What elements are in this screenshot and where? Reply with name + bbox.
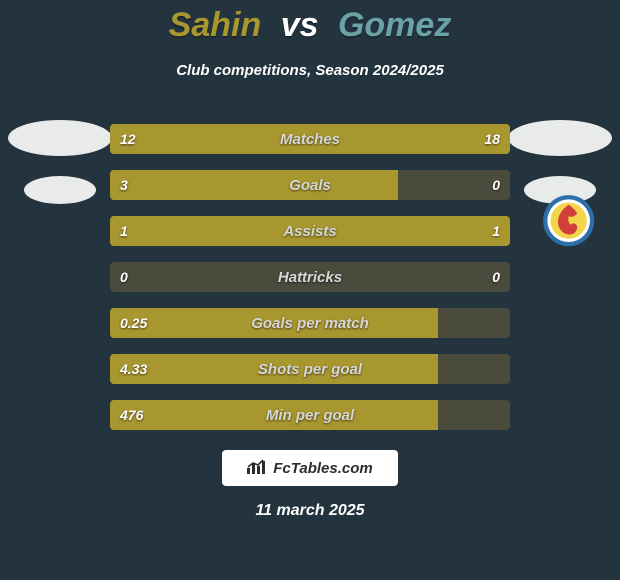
stat-row: Goals3 0 [110, 170, 510, 200]
stat-row: Shots per goal4.33 [110, 354, 510, 384]
stat-value-left: 0 [110, 262, 138, 292]
stat-value-right: 18 [474, 124, 510, 154]
stat-value-left: 1 [110, 216, 138, 246]
stat-label: Assists [110, 216, 510, 246]
title-player2: Gomez [338, 6, 451, 44]
stat-value-left: 3 [110, 170, 138, 200]
logo-box: FcTables.com [222, 450, 398, 486]
stat-row: Assists1 1 [110, 216, 510, 246]
stat-label: Goals [110, 170, 510, 200]
stat-value-right: 0 [482, 170, 510, 200]
avatar-right [508, 120, 612, 156]
title-vs: vs [271, 6, 329, 44]
date-text: 11 march 2025 [0, 502, 620, 520]
stat-row: Matches12 18 [110, 124, 510, 154]
title-row: Sahin vs Gomez [0, 6, 620, 45]
stat-value-right [490, 400, 510, 430]
stat-value-left: 0.25 [110, 308, 157, 338]
stat-value-right [490, 354, 510, 384]
stat-row: Goals per match0.25 [110, 308, 510, 338]
flag-left [24, 176, 96, 204]
logo-icon [247, 458, 267, 478]
subtitle: Club competitions, Season 2024/2025 [0, 62, 620, 79]
stat-label: Goals per match [110, 308, 510, 338]
stat-value-left: 4.33 [110, 354, 157, 384]
stat-value-left: 476 [110, 400, 153, 430]
stat-label: Shots per goal [110, 354, 510, 384]
stat-label: Min per goal [110, 400, 510, 430]
stat-label: Matches [110, 124, 510, 154]
stat-row: Hattricks0 0 [110, 262, 510, 292]
club-crest-icon [542, 194, 595, 247]
logo-text: FcTables.com [273, 460, 372, 477]
stat-value-right: 1 [482, 216, 510, 246]
stat-value-right [490, 308, 510, 338]
club-badge [526, 178, 612, 264]
avatar-left [8, 120, 112, 156]
stat-value-left: 12 [110, 124, 146, 154]
stat-row: Min per goal476 [110, 400, 510, 430]
stat-bars: Matches1218Goals30Assists11Hattricks00Go… [110, 124, 510, 446]
stat-label: Hattricks [110, 262, 510, 292]
title-player1: Sahin [169, 6, 262, 44]
stat-value-right: 0 [482, 262, 510, 292]
